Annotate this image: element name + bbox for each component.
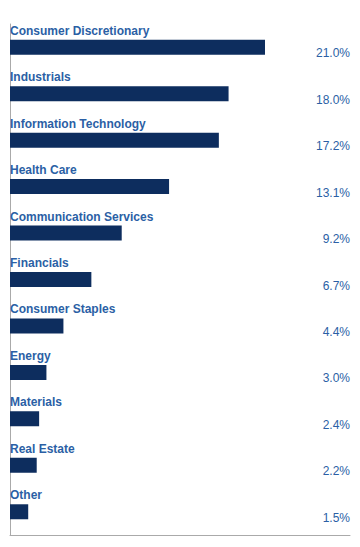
svg-text:3.0%: 3.0% [323, 371, 351, 385]
svg-text:Materials: Materials [10, 395, 62, 409]
svg-text:4.4%: 4.4% [323, 325, 351, 339]
svg-text:18.0%: 18.0% [316, 93, 350, 107]
svg-text:13.1%: 13.1% [316, 186, 350, 200]
svg-text:Health Care: Health Care [10, 163, 77, 177]
svg-text:Energy: Energy [10, 349, 51, 363]
svg-text:Industrials: Industrials [10, 70, 71, 84]
svg-text:Financials: Financials [10, 256, 69, 270]
svg-text:9.2%: 9.2% [323, 232, 351, 246]
svg-text:Other: Other [10, 488, 42, 502]
svg-text:1.5%: 1.5% [323, 511, 351, 525]
svg-text:21.0%: 21.0% [316, 46, 350, 60]
svg-text:2.2%: 2.2% [323, 464, 351, 478]
svg-text:Information Technology: Information Technology [10, 117, 146, 131]
svg-text:17.2%: 17.2% [316, 139, 350, 153]
svg-text:Communication Services: Communication Services [10, 210, 154, 224]
svg-text:Consumer Staples: Consumer Staples [10, 302, 116, 316]
svg-text:Real Estate: Real Estate [10, 442, 75, 456]
svg-text:Consumer Discretionary: Consumer Discretionary [10, 24, 150, 38]
svg-text:2.4%: 2.4% [323, 418, 351, 432]
svg-text:6.7%: 6.7% [323, 279, 351, 293]
